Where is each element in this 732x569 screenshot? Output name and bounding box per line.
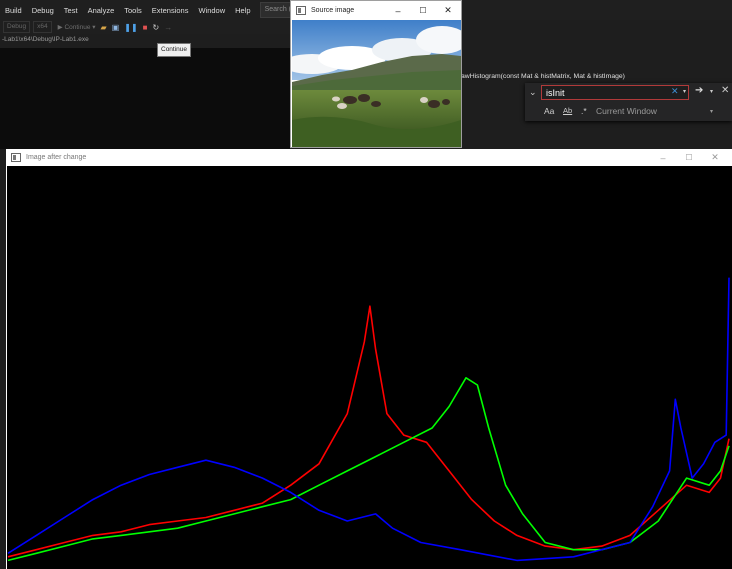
histogram-series-red bbox=[7, 305, 730, 558]
window-title: Image after change bbox=[26, 154, 87, 161]
restart-icon[interactable]: ↻ bbox=[152, 22, 160, 32]
close-icon[interactable]: ✕ bbox=[444, 5, 452, 15]
find-options-dropdown-icon[interactable]: ▾ bbox=[710, 89, 714, 95]
find-input[interactable]: isInit bbox=[541, 85, 689, 100]
menu-build[interactable]: Build bbox=[5, 5, 22, 15]
folder-icon[interactable]: ▰ bbox=[100, 22, 107, 32]
menu-extensions[interactable]: Extensions bbox=[151, 5, 189, 15]
menu-tools[interactable]: Tools bbox=[124, 5, 142, 15]
regex-toggle[interactable]: .* bbox=[581, 106, 587, 116]
minimize-icon[interactable]: – bbox=[395, 5, 401, 16]
title-bar[interactable]: Source image – ☐ ✕ bbox=[291, 1, 461, 20]
menu-debug[interactable]: Debug bbox=[31, 5, 54, 15]
platform-select[interactable]: x64 bbox=[33, 21, 52, 33]
window-app-icon bbox=[296, 6, 306, 15]
match-case-toggle[interactable]: Aa bbox=[544, 106, 555, 116]
minimize-icon[interactable]: – bbox=[660, 152, 666, 163]
pause-icon[interactable]: ❚❚ bbox=[124, 22, 138, 32]
config-select[interactable]: Debug bbox=[3, 21, 31, 33]
chevron-down-icon[interactable]: ⌄ bbox=[529, 87, 537, 97]
histogram-window[interactable]: Image after change – ☐ ✕ bbox=[6, 149, 732, 569]
screen-icon[interactable]: ▣ bbox=[111, 22, 120, 32]
search-scope-select[interactable]: Current Window bbox=[596, 106, 657, 116]
menu-test[interactable]: Test bbox=[63, 5, 78, 15]
continue-tooltip: Continue bbox=[157, 43, 192, 57]
ide-left-strip bbox=[0, 149, 6, 569]
maximize-icon[interactable]: ☐ bbox=[685, 153, 693, 162]
continue-button[interactable]: ▶ Continue ▾ bbox=[57, 24, 96, 31]
history-dropdown-icon[interactable]: ▾ bbox=[683, 89, 687, 95]
title-bar[interactable]: Image after change – ☐ ✕ bbox=[6, 149, 732, 166]
step-icon[interactable]: → bbox=[164, 22, 173, 32]
whole-word-toggle[interactable]: Ab bbox=[563, 106, 573, 115]
menu-analyze[interactable]: Analyze bbox=[87, 5, 115, 15]
close-icon[interactable]: ✕ bbox=[711, 152, 719, 162]
console-area bbox=[0, 48, 290, 149]
find-widget: ⌄ isInit ✕ ▾ ➔ ▾ ✕ Aa Ab .* Current Wind… bbox=[525, 83, 732, 121]
stop-icon[interactable]: ■ bbox=[142, 22, 148, 32]
source-image-window[interactable]: Source image – ☐ ✕ bbox=[290, 0, 462, 148]
scope-dropdown-icon[interactable]: ▾ bbox=[710, 109, 714, 115]
menu-window[interactable]: Window bbox=[198, 5, 226, 15]
menu-help[interactable]: Help bbox=[235, 5, 251, 15]
find-next-icon[interactable]: ➔ bbox=[695, 85, 704, 96]
histogram-canvas bbox=[7, 166, 732, 569]
exe-path: -Lab1\x64\Debug\IP-Lab1.exe bbox=[2, 36, 89, 43]
window-app-icon bbox=[11, 153, 21, 162]
window-title: Source image bbox=[311, 7, 355, 14]
histogram-series-blue bbox=[7, 277, 730, 562]
function-signature: awHistogram(const Mat & histMatrix, Mat … bbox=[461, 73, 625, 80]
close-icon[interactable]: ✕ bbox=[721, 85, 730, 96]
clear-icon[interactable]: ✕ bbox=[671, 86, 679, 96]
maximize-icon[interactable]: ☐ bbox=[419, 6, 427, 15]
source-image-photo bbox=[292, 20, 461, 147]
